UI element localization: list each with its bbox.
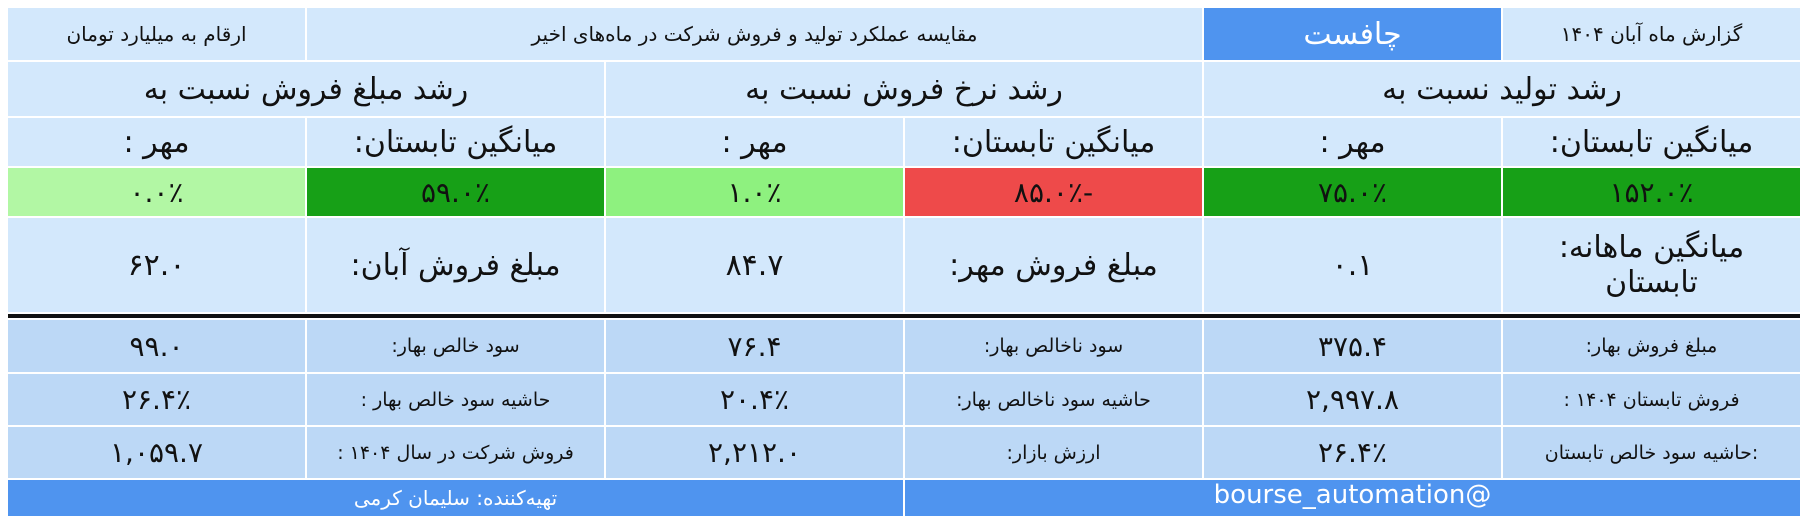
monthly-label: مبلغ فروش مهر: [905, 218, 1202, 312]
unit-note: ارقام به میلیارد تومان [8, 8, 305, 60]
monthly-value: ۰.۱ [1204, 218, 1501, 312]
row-value: ۲,۲۱۲.۰ [606, 427, 903, 478]
growth-label: میانگین تابستان: [1503, 118, 1800, 166]
row-value: ۹۹.۰ [8, 320, 305, 372]
growth-label: میانگین تابستان: [905, 118, 1202, 166]
monthly-label: مبلغ فروش آبان: [307, 218, 604, 312]
growth-label: مهر : [1204, 118, 1501, 166]
row-label: حاشیه سود خالص بهار : [307, 374, 604, 425]
row-label: فروش تابستان ۱۴۰۴ : [1503, 374, 1800, 425]
growth-label: مهر : [8, 118, 305, 166]
monthly-label: میانگین ماهانه: تابستان [1503, 218, 1800, 312]
group-title: رشد نرخ فروش نسبت به [606, 62, 1202, 116]
row-value: ۳۷۵.۴ [1204, 320, 1501, 372]
report-date: گزارش ماه آبان ۱۴۰۴ [1503, 8, 1800, 60]
brand: چافست [1204, 8, 1501, 60]
growth-value: ۵۹.۰٪ [307, 168, 604, 216]
row-value: ۲,۹۹۷.۸ [1204, 374, 1501, 425]
report-table: گزارش ماه آبان ۱۴۰۴ چافست مقایسه عملکرد … [8, 8, 1800, 516]
growth-value: ۰.۰٪ [8, 168, 305, 216]
growth-value: ۷۵.۰٪ [1204, 168, 1501, 216]
monthly-value: ۸۴.۷ [606, 218, 903, 312]
row-label: حاشیه سود ناخالص بهار: [905, 374, 1202, 425]
group-title: رشد تولید نسبت به [1204, 62, 1800, 116]
growth-value: ۱۵۲.۰٪ [1503, 168, 1800, 216]
row-value: ۲۶.۴٪ [8, 374, 305, 425]
group-title: رشد مبلغ فروش نسبت به [8, 62, 604, 116]
row-value: ۷۶.۴ [606, 320, 903, 372]
row-label: سود ناخالص بهار: [905, 320, 1202, 372]
row-value: ۱,۰۵۹.۷ [8, 427, 305, 478]
author: تهیه‌کننده: سلیمان کرمی [8, 480, 903, 516]
row-value: ۲۰.۴٪ [606, 374, 903, 425]
growth-value: ۱.۰٪ [606, 168, 903, 216]
monthly-value: ۶۲.۰ [8, 218, 305, 312]
channel: @bourse_automation [905, 480, 1800, 516]
row-label: فروش شرکت در سال ۱۴۰۴ : [307, 427, 604, 478]
growth-label: مهر : [606, 118, 903, 166]
separator [8, 314, 1800, 318]
row-value: ۲۶.۴٪ [1204, 427, 1501, 478]
growth-value: -۸۵.۰٪ [905, 168, 1202, 216]
growth-label: میانگین تابستان: [307, 118, 604, 166]
row-label: سود خالص بهار: [307, 320, 604, 372]
row-label: مبلغ فروش بهار: [1503, 320, 1800, 372]
report-title: مقایسه عملکرد تولید و فروش شرکت در ماه‌ه… [307, 8, 1202, 60]
row-label: ارزش بازار: [905, 427, 1202, 478]
row-label: :حاشیه سود خالص تابستان [1503, 427, 1800, 478]
